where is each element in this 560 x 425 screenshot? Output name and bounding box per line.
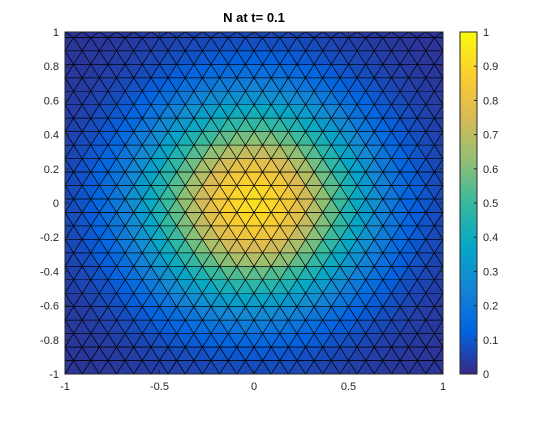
mesh-edge [434, 185, 443, 200]
x-tick-label: 0.5 [341, 381, 356, 393]
y-tick-label: 0.4 [44, 130, 59, 142]
triangular-mesh [65, 32, 443, 374]
x-tick-label: -1 [60, 381, 70, 393]
mesh-edge [434, 50, 443, 65]
x-tick-label: 0 [251, 381, 257, 393]
mesh-edge [434, 292, 443, 307]
colorbar-tick-label: 0.1 [483, 335, 498, 347]
y-tick-label: -0.8 [40, 335, 59, 347]
y-tick-label: -1 [49, 369, 59, 381]
x-axis: -1 -0.5 0 0.5 1 [60, 32, 446, 393]
y-tick-label: 0.6 [44, 95, 59, 107]
mesh-edge [434, 266, 443, 281]
mesh-edge [434, 104, 443, 119]
mesh-edge [434, 346, 443, 361]
x-tick-label: -0.5 [150, 381, 169, 393]
colorbar-tick-label: 0 [483, 369, 489, 381]
colorbar-tick-label: 0.8 [483, 95, 498, 107]
y-axis: -1 -0.8 -0.6 -0.4 -0.2 0 0.2 0.4 0.6 0.8 1 [40, 27, 443, 381]
y-tick-label: -0.4 [40, 266, 59, 278]
colorbar-tick-label: 0.5 [483, 198, 498, 210]
mesh-edge [434, 158, 443, 173]
y-tick-label: 0 [53, 198, 59, 210]
mesh-edge [434, 77, 443, 92]
mesh-edge [434, 32, 443, 38]
plot-area [65, 32, 443, 374]
colorbar-tick-label: 0.7 [483, 130, 498, 142]
colorbar-tick-label: 0.9 [483, 61, 498, 73]
chart-title: N at t= 0.1 [223, 10, 285, 25]
y-tick-label: 0.2 [44, 164, 59, 176]
colorbar-tick-label: 0.2 [483, 301, 498, 313]
mesh-edge [434, 239, 443, 254]
mesh-edge [434, 212, 443, 227]
mesh-edge [434, 319, 443, 334]
colorbar-tick-label: 0.4 [483, 232, 498, 244]
y-tick-label: 0.8 [44, 61, 59, 73]
y-tick-label: 1 [53, 27, 59, 39]
y-tick-label: -0.6 [40, 301, 59, 313]
colorbar-tick-label: 1 [483, 27, 489, 39]
colorbar-tick-label: 0.6 [483, 164, 498, 176]
colorbar: 0 0.1 0.2 0.3 0.4 0.5 0.6 0.7 0.8 0.9 1 [459, 27, 498, 381]
colorbar-tick-label: 0.3 [483, 266, 498, 278]
x-tick-label: 1 [440, 381, 446, 393]
y-tick-label: -0.2 [40, 232, 59, 244]
mesh-edge [434, 131, 443, 146]
